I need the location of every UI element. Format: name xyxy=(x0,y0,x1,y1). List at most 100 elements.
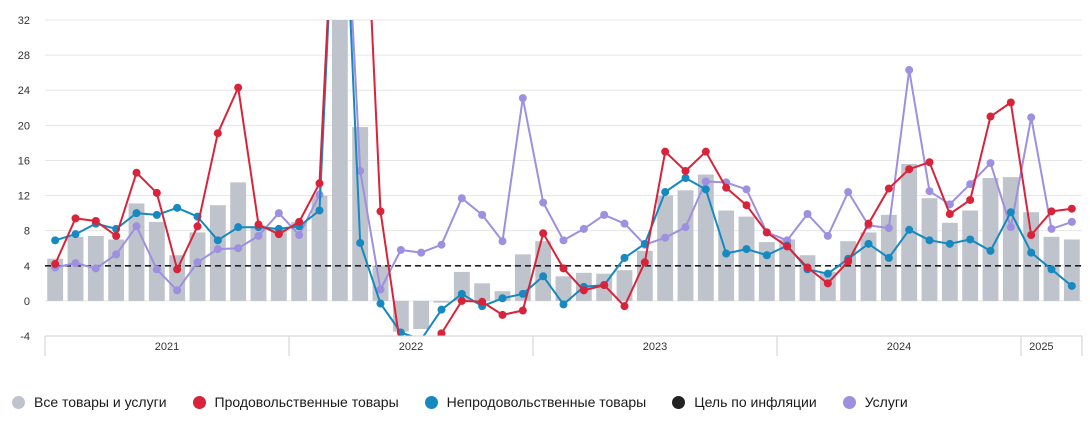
point-food[interactable] xyxy=(213,129,222,138)
bar[interactable] xyxy=(982,178,999,301)
point-services[interactable] xyxy=(620,219,629,228)
point-nonfood[interactable] xyxy=(1067,281,1076,290)
point-food[interactable] xyxy=(986,112,995,121)
point-nonfood[interactable] xyxy=(51,236,60,245)
point-food[interactable] xyxy=(295,217,304,226)
point-services[interactable] xyxy=(884,224,893,233)
point-nonfood[interactable] xyxy=(132,209,141,218)
point-food[interactable] xyxy=(1006,98,1015,107)
point-nonfood[interactable] xyxy=(437,305,446,314)
point-food[interactable] xyxy=(91,217,100,226)
bar[interactable] xyxy=(270,228,287,301)
point-services[interactable] xyxy=(112,250,121,259)
point-services[interactable] xyxy=(681,223,690,232)
point-nonfood[interactable] xyxy=(905,225,914,234)
bar[interactable] xyxy=(535,241,552,301)
point-services[interactable] xyxy=(376,285,385,294)
point-food[interactable] xyxy=(1047,207,1056,216)
point-services[interactable] xyxy=(742,185,751,194)
bar[interactable] xyxy=(474,283,491,301)
point-services[interactable] xyxy=(396,245,405,254)
point-food[interactable] xyxy=(315,179,324,188)
point-food[interactable] xyxy=(539,229,548,238)
point-nonfood[interactable] xyxy=(864,239,873,248)
point-services[interactable] xyxy=(1027,113,1036,122)
point-services[interactable] xyxy=(295,231,304,240)
point-food[interactable] xyxy=(234,83,243,92)
point-food[interactable] xyxy=(640,258,649,267)
bar[interactable] xyxy=(372,265,389,301)
point-nonfood[interactable] xyxy=(620,253,629,262)
point-nonfood[interactable] xyxy=(945,239,954,248)
point-nonfood[interactable] xyxy=(559,300,568,309)
point-services[interactable] xyxy=(823,231,832,240)
point-services[interactable] xyxy=(579,224,588,233)
point-services[interactable] xyxy=(1006,223,1015,232)
point-nonfood[interactable] xyxy=(376,299,385,308)
point-services[interactable] xyxy=(457,194,466,203)
bar[interactable] xyxy=(413,300,430,329)
bar[interactable] xyxy=(860,232,877,301)
point-food[interactable] xyxy=(864,219,873,228)
bar[interactable] xyxy=(941,222,958,301)
point-nonfood[interactable] xyxy=(823,269,832,278)
point-nonfood[interactable] xyxy=(681,174,690,182)
legend-item-services[interactable]: Услуги xyxy=(842,394,908,410)
point-food[interactable] xyxy=(803,263,812,272)
point-nonfood[interactable] xyxy=(234,223,243,232)
point-services[interactable] xyxy=(1047,224,1056,233)
point-nonfood[interactable] xyxy=(152,210,161,219)
point-services[interactable] xyxy=(274,209,283,218)
point-services[interactable] xyxy=(478,210,487,219)
point-food[interactable] xyxy=(376,207,385,216)
legend-item-nonfood[interactable]: Непродовольственные товары xyxy=(424,394,646,410)
point-food[interactable] xyxy=(51,260,60,269)
point-services[interactable] xyxy=(356,166,365,175)
point-food[interactable] xyxy=(498,310,507,319)
bar[interactable] xyxy=(108,239,125,301)
point-food[interactable] xyxy=(762,228,771,237)
point-food[interactable] xyxy=(701,147,710,156)
point-nonfood[interactable] xyxy=(701,185,710,194)
point-services[interactable] xyxy=(193,258,202,267)
bar[interactable] xyxy=(616,270,633,301)
point-services[interactable] xyxy=(213,245,222,254)
legend-item-all[interactable]: Все товары и услуги xyxy=(12,394,167,410)
point-services[interactable] xyxy=(173,286,182,295)
bar[interactable] xyxy=(697,174,714,301)
point-services[interactable] xyxy=(437,240,446,249)
point-nonfood[interactable] xyxy=(1027,248,1036,257)
bar[interactable] xyxy=(799,255,816,301)
point-food[interactable] xyxy=(620,302,629,311)
point-food[interactable] xyxy=(945,209,954,218)
point-services[interactable] xyxy=(986,159,995,168)
bar[interactable] xyxy=(657,195,674,301)
point-nonfood[interactable] xyxy=(925,236,934,245)
bar[interactable] xyxy=(433,300,450,303)
bar[interactable] xyxy=(962,210,979,301)
point-nonfood[interactable] xyxy=(742,245,751,254)
bar[interactable] xyxy=(47,258,64,301)
point-services[interactable] xyxy=(132,222,141,231)
point-services[interactable] xyxy=(1067,217,1076,226)
point-food[interactable] xyxy=(457,296,466,305)
point-food[interactable] xyxy=(173,265,182,274)
point-food[interactable] xyxy=(661,147,670,156)
point-nonfood[interactable] xyxy=(539,272,548,281)
point-food[interactable] xyxy=(844,257,853,266)
point-food[interactable] xyxy=(437,329,446,337)
point-food[interactable] xyxy=(254,220,263,229)
point-services[interactable] xyxy=(803,209,812,218)
point-services[interactable] xyxy=(254,231,263,240)
bar[interactable] xyxy=(921,198,938,301)
point-services[interactable] xyxy=(905,66,914,75)
point-nonfood[interactable] xyxy=(1006,208,1015,217)
point-services[interactable] xyxy=(91,264,100,273)
point-services[interactable] xyxy=(701,177,710,186)
point-food[interactable] xyxy=(193,222,202,231)
point-food[interactable] xyxy=(742,201,751,210)
point-food[interactable] xyxy=(518,306,527,315)
bar[interactable] xyxy=(189,232,206,301)
point-food[interactable] xyxy=(1027,231,1036,240)
point-nonfood[interactable] xyxy=(966,235,975,244)
